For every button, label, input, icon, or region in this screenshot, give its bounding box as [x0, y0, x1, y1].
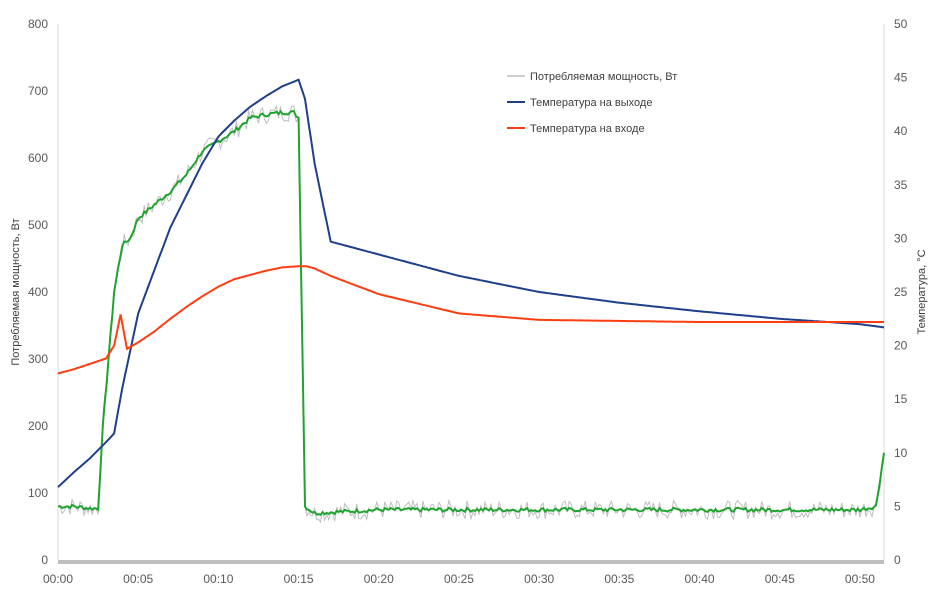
y-tick-label: 600 — [28, 151, 48, 165]
y-tick-label: 400 — [28, 285, 48, 299]
y2-tick-label: 15 — [894, 392, 908, 406]
y2-tick-label: 0 — [894, 553, 901, 567]
axes: 0 100 200 300 400 500 600 700 800 0 5 10 15 20 25 30 35 4… — [28, 17, 908, 586]
y-tick-label: 0 — [41, 553, 48, 567]
series-temp-out-line — [57, 78, 885, 488]
x-tick-label: 00:40 — [685, 572, 715, 586]
legend: Потребляемая мощность, Вт Температура на… — [507, 71, 677, 135]
x-tick-label: 00:15 — [284, 572, 314, 586]
x-tick-label: 00:10 — [203, 572, 233, 586]
x-tick-label: 00:45 — [765, 572, 795, 586]
y2-tick-label: 35 — [894, 178, 908, 192]
y2-tick-label: 45 — [894, 71, 908, 85]
legend-label-temp-out: Температура на выходе — [530, 97, 652, 109]
y-tick-label: 800 — [28, 17, 48, 31]
y2-tick-label: 30 — [894, 231, 908, 245]
y2-tick-label: 10 — [894, 446, 908, 460]
y2-tick-label: 50 — [894, 17, 908, 31]
series-layer — [57, 78, 885, 524]
x-tick-label: 00:30 — [524, 572, 554, 586]
series-temp-in-line — [57, 265, 884, 375]
x-tick-label: 00:05 — [123, 572, 153, 586]
y2-tick-label: 5 — [894, 499, 901, 513]
legend-label-temp-in: Температура на входе — [530, 123, 645, 135]
x-tick-label: 00:25 — [444, 572, 474, 586]
y-tick-label: 100 — [28, 486, 48, 500]
y-tick-label: 200 — [28, 419, 48, 433]
x-tick-label: 00:20 — [364, 572, 394, 586]
x-tick-label: 00:35 — [604, 572, 634, 586]
legend-label-power: Потребляемая мощность, Вт — [530, 71, 677, 83]
x-axis-band — [58, 560, 884, 564]
y2-tick-label: 40 — [894, 124, 908, 138]
series-power-smoothed-line — [57, 109, 885, 516]
y-tick-label: 500 — [28, 218, 48, 232]
y2-axis-title: Температура, °C — [916, 249, 928, 334]
y2-tick-label: 20 — [894, 339, 908, 353]
y-tick-label: 700 — [28, 84, 48, 98]
y-tick-label: 300 — [28, 352, 48, 366]
y2-tick-label: 25 — [894, 285, 908, 299]
x-tick-label: 00:50 — [845, 572, 875, 586]
y-axis-title: Потребляемая мощность, Вт — [10, 218, 22, 365]
x-tick-label: 00:00 — [43, 572, 73, 586]
